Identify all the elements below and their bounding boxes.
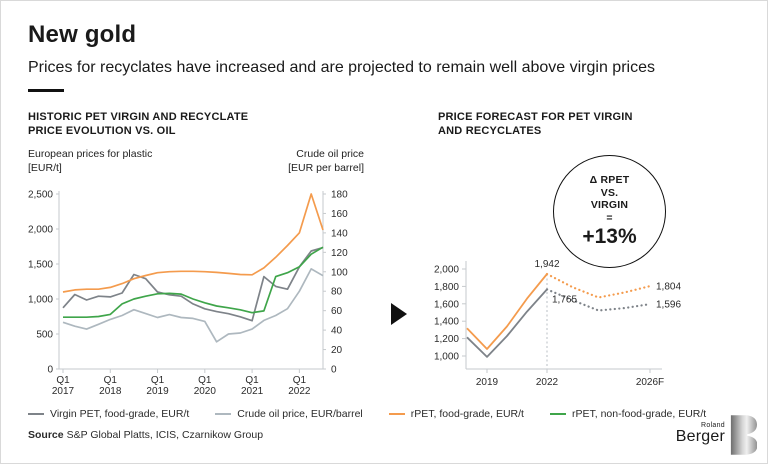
left-axis-tick-label: 500 — [36, 330, 53, 341]
left-axis-title: European prices for plastic [EUR/t] — [28, 147, 152, 175]
source-text: S&P Global Platts, ICIS, Czarnikow Group — [66, 429, 264, 441]
x-axis-quarter-label: Q1 — [293, 375, 307, 386]
x-axis-year-label: 2022 — [536, 377, 559, 388]
right-axis-tick-label: 40 — [331, 326, 343, 337]
label-end-rpet: 1,804 — [656, 282, 681, 293]
x-axis-quarter-label: Q1 — [198, 375, 212, 386]
right-axis-title-line2: [EUR per barrel] — [288, 162, 364, 174]
forecast-price-chart: 1,000 1,200 1,400 1,600 1,800 2,000 2019 2022 20… — [434, 259, 681, 388]
badge-value: +13% — [582, 225, 637, 248]
x-axis-year-label: 2021 — [241, 386, 264, 397]
left-axis-title-line2: [EUR/t] — [28, 162, 62, 174]
logo-roland-text: Roland — [701, 422, 725, 429]
source-note: Source S&P Global Platts, ICIS, Czarnikow… — [28, 429, 263, 441]
y-axis-tick-label: 1,200 — [434, 334, 459, 345]
x-axis-quarter-label: Q1 — [151, 375, 165, 386]
x-axis-year-label: 2019 — [476, 377, 499, 388]
series-line-rpet-food — [62, 193, 324, 293]
arrow-right-icon — [391, 303, 407, 325]
left-chart-heading-line2: PRICE EVOLUTION VS. OIL — [28, 125, 176, 137]
legend-label-virgin-pet: Virgin PET, food-grade, EUR/t — [50, 408, 190, 420]
right-axis-tick-label: 100 — [331, 267, 348, 278]
label-peak-rpet: 1,942 — [534, 259, 559, 270]
right-axis-title-line1: Crude oil price — [296, 148, 364, 160]
right-chart-heading-line2: AND RECYCLATES — [438, 125, 542, 137]
left-chart-axis-titles: European prices for plastic [EUR/t] Crud… — [28, 147, 364, 175]
page-subtitle: Prices for recyclates have increased and… — [28, 59, 655, 76]
right-axis-tick-label: 160 — [331, 209, 348, 220]
roland-berger-logo: Roland Berger — [676, 415, 757, 455]
legend-item-virgin-pet: Virgin PET, food-grade, EUR/t — [28, 408, 189, 420]
right-chart-heading: PRICE FORECAST FOR PET VIRGIN AND RECYCL… — [438, 110, 633, 138]
legend-label-rpet-nonfood: rPET, non-food-grade, EUR/t — [571, 408, 707, 420]
legend-item-rpet-food: rPET, food-grade, EUR/t — [388, 408, 524, 420]
badge-line4: = — [606, 211, 613, 224]
label-peak-virgin: 1,765 — [552, 294, 577, 305]
right-axis-tick-label: 180 — [331, 190, 348, 201]
left-chart-heading-line1: HISTORIC PET VIRGIN AND RECYCLATE — [28, 111, 249, 123]
left-axis-tick-label: 1,000 — [28, 295, 53, 306]
legend-swatch-rpet-nonfood — [549, 412, 566, 416]
legend-item-rpet-nonfood: rPET, non-food-grade, EUR/t — [549, 408, 707, 420]
page-title: New gold — [28, 21, 137, 48]
source-label: Source — [28, 429, 64, 441]
right-axis-tick-label: 120 — [331, 248, 348, 259]
left-axis-tick-label: 0 — [47, 365, 53, 376]
badge-line1: Δ RPET — [589, 174, 630, 186]
title-underline — [28, 89, 64, 92]
right-chart-heading-line1: PRICE FORECAST FOR PET VIRGIN — [438, 111, 633, 123]
x-axis-quarter-label: Q1 — [56, 375, 70, 386]
series-line-rpet-nonfood — [63, 246, 324, 319]
logo-berger-text: Berger — [675, 428, 725, 445]
legend-label-rpet-food: rPET, food-grade, EUR/t — [410, 408, 524, 420]
badge-line2: VS. — [600, 186, 619, 199]
historic-price-chart: 0 500 1,000 1,500 2,000 2,500 0 20 40 60 80 100 120 1… — [28, 190, 348, 398]
y-axis-tick-label: 2,000 — [434, 265, 459, 276]
right-axis-tick-label: 0 — [331, 365, 337, 376]
legend-swatch-crude-oil — [215, 412, 232, 416]
badge-line3: VIRGIN — [590, 199, 629, 211]
x-axis-quarter-label: Q1 — [104, 375, 118, 386]
left-axis-tick-label: 2,500 — [28, 190, 53, 201]
series-line-crude-oil — [62, 268, 324, 343]
roland-berger-b-icon — [730, 415, 757, 455]
x-axis-year-label: 2017 — [52, 386, 75, 397]
y-axis-tick-label: 1,000 — [434, 352, 459, 363]
chart-legend: Virgin PET, food-grade, EUR/t Crude oil p… — [28, 408, 706, 420]
series-line-solid-virgin — [466, 288, 548, 358]
x-axis-year-label: 2020 — [194, 386, 217, 397]
series-line-forecast-virgin — [545, 288, 652, 312]
roland-berger-wordmark: Roland Berger — [676, 422, 725, 455]
legend-label-crude-oil: Crude oil price, EUR/barrel — [237, 408, 363, 420]
right-axis-tick-label: 20 — [331, 345, 343, 356]
left-axis-tick-label: 1,500 — [28, 260, 53, 271]
delta-rpet-vs-virgin-badge: Δ RPET VS. VIRGIN = +13% — [553, 155, 666, 268]
left-axis-title-line1: European prices for plastic — [28, 148, 153, 160]
x-axis-year-label: 2019 — [146, 386, 169, 397]
left-axis-tick-label: 2,000 — [28, 225, 53, 236]
y-axis-tick-label: 1,800 — [434, 282, 459, 293]
x-axis-quarter-label: Q1 — [245, 375, 259, 386]
y-axis-tick-label: 1,400 — [434, 317, 459, 328]
legend-swatch-rpet-food — [388, 412, 405, 416]
left-chart-heading: HISTORIC PET VIRGIN AND RECYCLATE PRICE … — [28, 110, 248, 138]
x-axis-year-label: 2026F — [636, 377, 664, 388]
y-axis-tick-label: 1,600 — [434, 299, 459, 310]
series-line-virgin-pet — [62, 246, 324, 322]
right-axis-tick-label: 80 — [331, 287, 343, 298]
right-axis-title: Crude oil price [EUR per barrel] — [288, 147, 364, 175]
legend-swatch-virgin-pet — [28, 412, 44, 416]
x-axis-year-label: 2022 — [288, 386, 311, 397]
label-end-virgin: 1,596 — [656, 300, 681, 311]
series-line-solid-rpet — [466, 273, 548, 350]
right-axis-tick-label: 60 — [331, 306, 343, 317]
x-axis-year-label: 2018 — [99, 386, 122, 397]
legend-item-crude-oil: Crude oil price, EUR/barrel — [215, 408, 363, 420]
right-axis-tick-label: 140 — [331, 228, 348, 239]
